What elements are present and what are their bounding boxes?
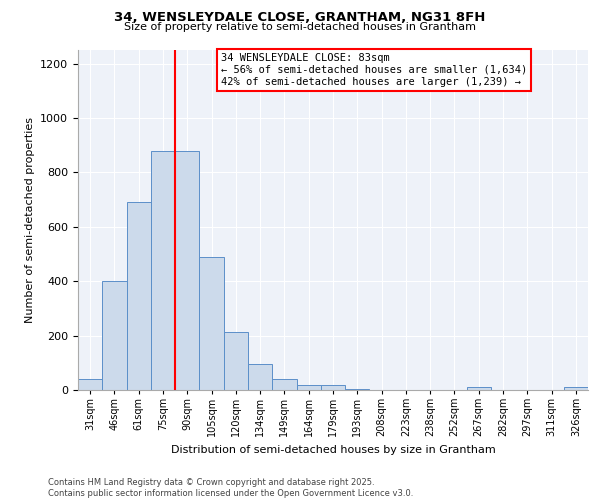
Bar (345, 388, 370, 390)
Text: 34 WENSLEYDALE CLOSE: 83sqm
← 56% of semi-detached houses are smaller (1,634)
42: 34 WENSLEYDALE CLOSE: 83sqm ← 56% of sem… (221, 54, 527, 86)
Y-axis label: Number of semi-detached properties: Number of semi-detached properties (25, 117, 35, 323)
Bar (564, 388, 588, 390)
Text: 34, WENSLEYDALE CLOSE, GRANTHAM, NG31 8FH: 34, WENSLEYDALE CLOSE, GRANTHAM, NG31 8F… (115, 11, 485, 24)
Bar (272, 379, 296, 390)
Bar (224, 332, 248, 390)
Bar (296, 384, 321, 390)
Bar (199, 256, 224, 390)
Bar (248, 364, 272, 390)
Bar (175, 150, 199, 390)
Text: Size of property relative to semi-detached houses in Grantham: Size of property relative to semi-detach… (124, 22, 476, 32)
Bar (127, 202, 151, 390)
Bar (102, 281, 127, 390)
X-axis label: Distribution of semi-detached houses by size in Grantham: Distribution of semi-detached houses by … (170, 445, 496, 455)
Text: Contains HM Land Registry data © Crown copyright and database right 2025.
Contai: Contains HM Land Registry data © Crown c… (48, 478, 413, 498)
Bar (467, 388, 491, 390)
Bar (78, 379, 102, 390)
Bar (151, 150, 175, 390)
Bar (321, 384, 345, 390)
